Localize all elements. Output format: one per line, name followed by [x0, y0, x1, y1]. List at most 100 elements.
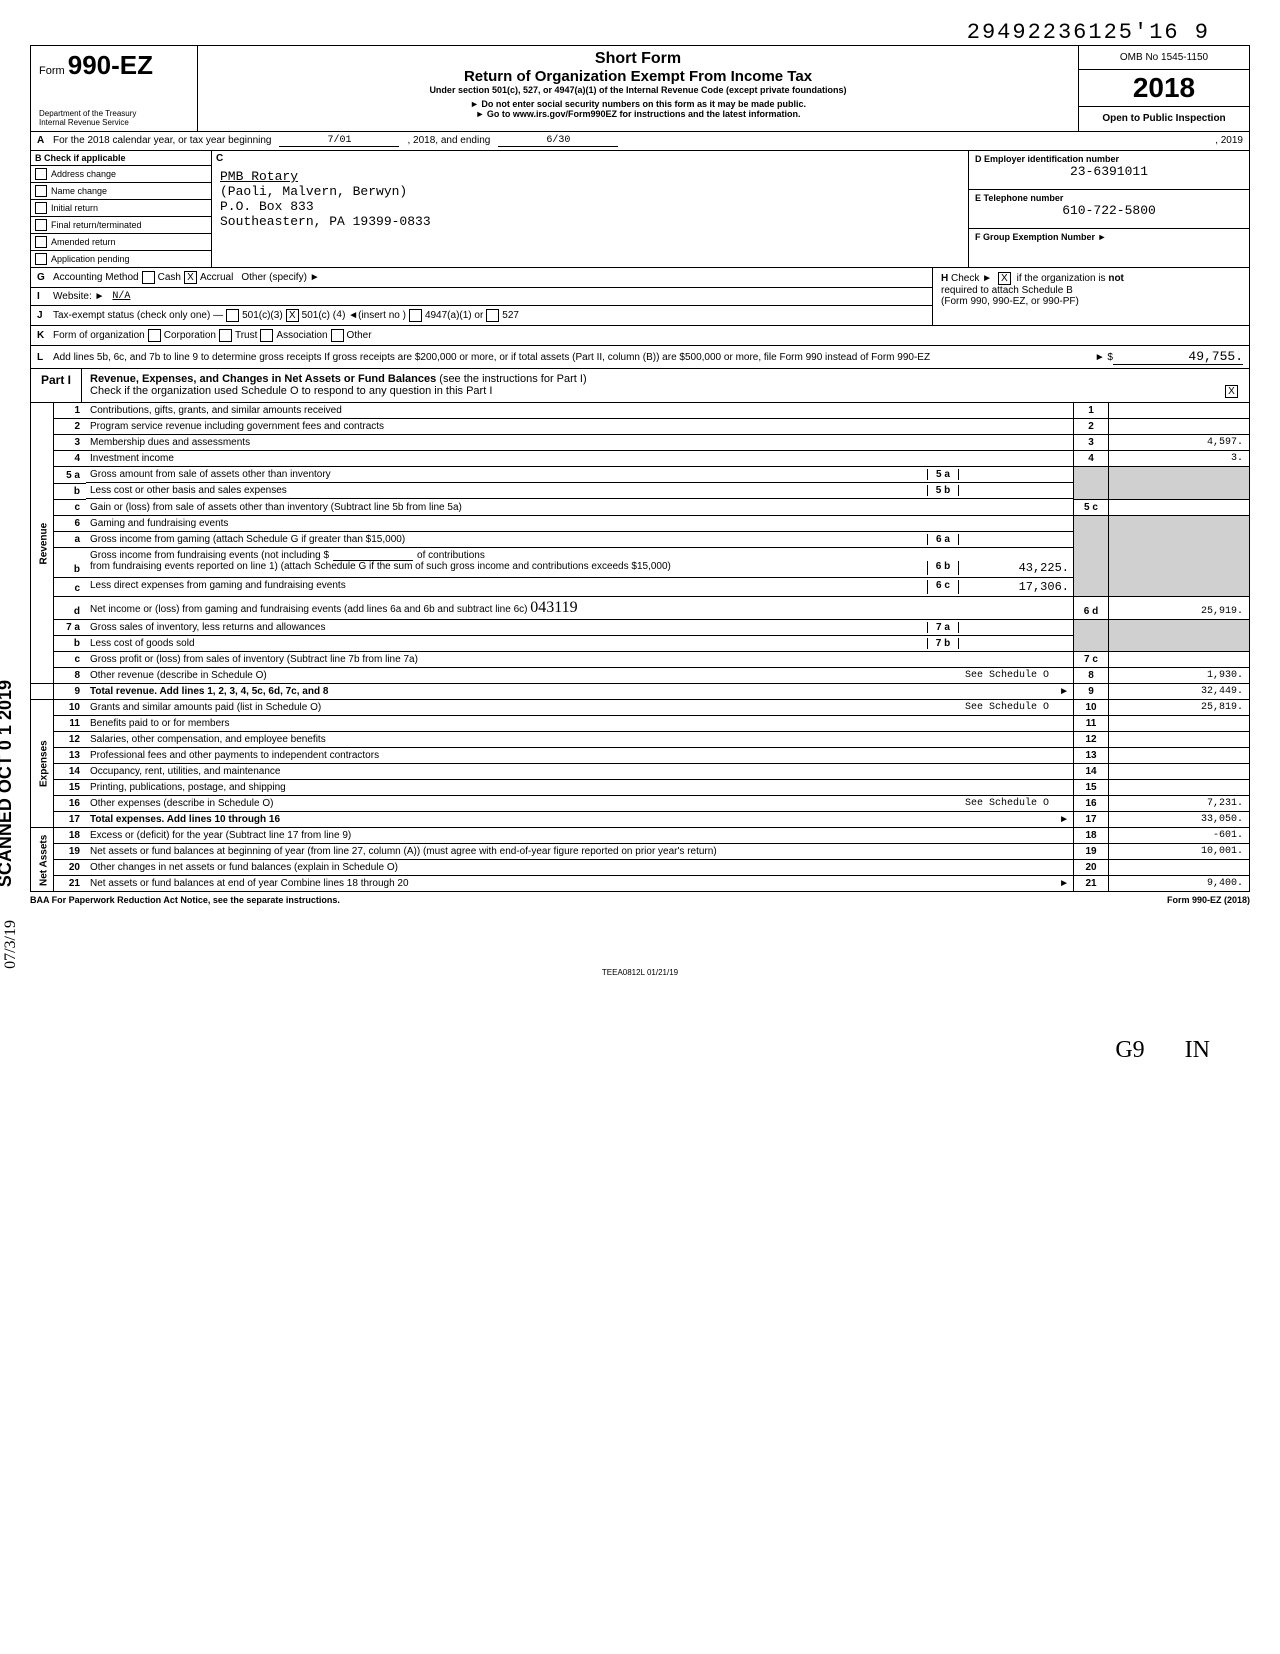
check-schedule-o[interactable]: X [1225, 385, 1238, 398]
line-num: 1 [54, 403, 87, 419]
check-amended[interactable]: Amended return [31, 234, 211, 251]
val-1 [1109, 403, 1250, 419]
val-14 [1109, 764, 1250, 780]
val-6c: 17,306. [958, 580, 1069, 594]
line-num: 8 [54, 668, 87, 684]
line-16-text: Other expenses (describe in Schedule O) [90, 798, 273, 809]
val-6b: 43,225. [958, 561, 1069, 575]
header-doc-number: 29492236125'16 9 [30, 20, 1250, 45]
line-6-text: Gaming and fundraising events [86, 515, 1074, 531]
shaded-cell [1074, 515, 1109, 597]
part-1-label: Part I [31, 369, 82, 402]
check-initial-return[interactable]: Initial return [31, 200, 211, 217]
opt-501c3: 501(c)(3) [242, 310, 283, 321]
check-corp[interactable] [148, 329, 161, 342]
title-sub: Under section 501(c), 527, or 4947(a)(1)… [204, 85, 1072, 95]
box-8: 8 [1074, 668, 1109, 684]
val-21: 9,400. [1109, 876, 1250, 892]
check-trust[interactable] [219, 329, 232, 342]
sig-g9: G9 [1115, 1037, 1144, 1064]
line-6b-text3: from fundraising events reported on line… [90, 561, 927, 575]
box-20: 20 [1074, 860, 1109, 876]
ein-box: D Employer identification number 23-6391… [969, 151, 1249, 190]
val-7a [958, 622, 1069, 633]
section-b-through-f: B Check if applicable Address change Nam… [30, 151, 1250, 268]
check-application-pending[interactable]: Application pending [31, 251, 211, 267]
line-num: 14 [54, 764, 87, 780]
part-1-table: Revenue 1 Contributions, gifts, grants, … [30, 403, 1250, 892]
line-num: 16 [54, 796, 87, 812]
end-date: 6/30 [498, 135, 618, 147]
part-1-paren: (see the instructions for Part I) [439, 373, 586, 385]
row-a-text: For the 2018 calendar year, or tax year … [53, 135, 271, 147]
form-header-row: Form 990-EZ Department of the Treasury I… [30, 45, 1250, 132]
omb-number: OMB No 1545-1150 [1079, 46, 1249, 70]
handwritten-date: 043119 [530, 599, 577, 616]
line-4-text: Investment income [86, 451, 1074, 467]
org-name-line2: (Paoli, Malvern, Berwyn) [220, 184, 960, 199]
line-num: 19 [54, 844, 87, 860]
row-h: H Check ► X if the organization is not r… [933, 268, 1250, 326]
line-5a-text: Gross amount from sale of assets other t… [90, 469, 927, 480]
check-h[interactable]: X [998, 272, 1011, 285]
label-c: C [216, 153, 223, 164]
opt-accrual: Accrual [200, 272, 233, 283]
line-7a-text: Gross sales of inventory, less returns a… [90, 622, 927, 633]
ein-value: 23-6391011 [975, 164, 1243, 179]
row-a: A For the 2018 calendar year, or tax yea… [30, 132, 1250, 151]
check-cash[interactable] [142, 271, 155, 284]
box-9: 9 [1074, 684, 1109, 700]
check-501c[interactable]: X [286, 309, 299, 322]
org-address-1: P.O. Box 833 [220, 199, 960, 214]
check-label: Final return/terminated [51, 220, 142, 230]
check-label: Name change [51, 186, 107, 196]
check-address-change[interactable]: Address change [31, 166, 211, 183]
line-num: d [54, 597, 87, 620]
box-2: 2 [1074, 419, 1109, 435]
line-6a-text: Gross income from gaming (attach Schedul… [90, 534, 927, 545]
phone-box: E Telephone number 610-722-5800 [969, 190, 1249, 229]
row-k: K Form of organization Corporation Trust… [30, 326, 1250, 346]
line-num: 2 [54, 419, 87, 435]
check-4947[interactable] [409, 309, 422, 322]
val-15 [1109, 780, 1250, 796]
row-l-arrow: ► $ [1095, 352, 1113, 363]
check-assoc[interactable] [260, 329, 273, 342]
line-1-text: Contributions, gifts, grants, and simila… [86, 403, 1074, 419]
line-num: c [54, 499, 87, 515]
shaded-cell [1109, 619, 1250, 652]
line-7b-text: Less cost of goods sold [90, 638, 927, 649]
shaded-cell [1074, 467, 1109, 500]
val-12 [1109, 732, 1250, 748]
h-text2: if the organization is [1017, 273, 1106, 284]
check-final-return[interactable]: Final return/terminated [31, 217, 211, 234]
line-15-text: Printing, publications, postage, and shi… [86, 780, 1074, 796]
line-17-text: Total expenses. Add lines 10 through 16 [90, 814, 280, 825]
part-1-check-text: Check if the organization used Schedule … [90, 385, 492, 397]
box-5a: 5 a [927, 469, 958, 480]
col-c-name-address: C PMB Rotary (Paoli, Malvern, Berwyn) P.… [212, 151, 969, 267]
title-short: Short Form [204, 50, 1072, 68]
side-expenses: Expenses [31, 700, 54, 828]
val-7b [958, 638, 1069, 649]
side-net-assets: Net Assets [31, 828, 54, 892]
h-not: not [1108, 273, 1124, 284]
check-other-org[interactable] [331, 329, 344, 342]
col-b-header: B Check if applicable [31, 151, 211, 166]
line-num: b [54, 483, 87, 499]
check-name-change[interactable]: Name change [31, 183, 211, 200]
box-12: 12 [1074, 732, 1109, 748]
side-blank [31, 684, 54, 700]
see-schedule-16: See Schedule O [965, 798, 1049, 809]
line-num: 4 [54, 451, 87, 467]
row-l-text: Add lines 5b, 6c, and 7b to line 9 to de… [53, 352, 1095, 363]
h-text5: (Form 990, 990-EZ, or 990-PF) [941, 296, 1079, 307]
check-527[interactable] [486, 309, 499, 322]
check-accrual[interactable]: X [184, 271, 197, 284]
line-6d-text: Net income or (loss) from gaming and fun… [90, 604, 527, 615]
box-6d: 6 d [1074, 597, 1109, 620]
line-num: a [54, 531, 87, 548]
opt-527: 527 [502, 310, 519, 321]
line-num: 7 a [54, 619, 87, 636]
check-501c3[interactable] [226, 309, 239, 322]
